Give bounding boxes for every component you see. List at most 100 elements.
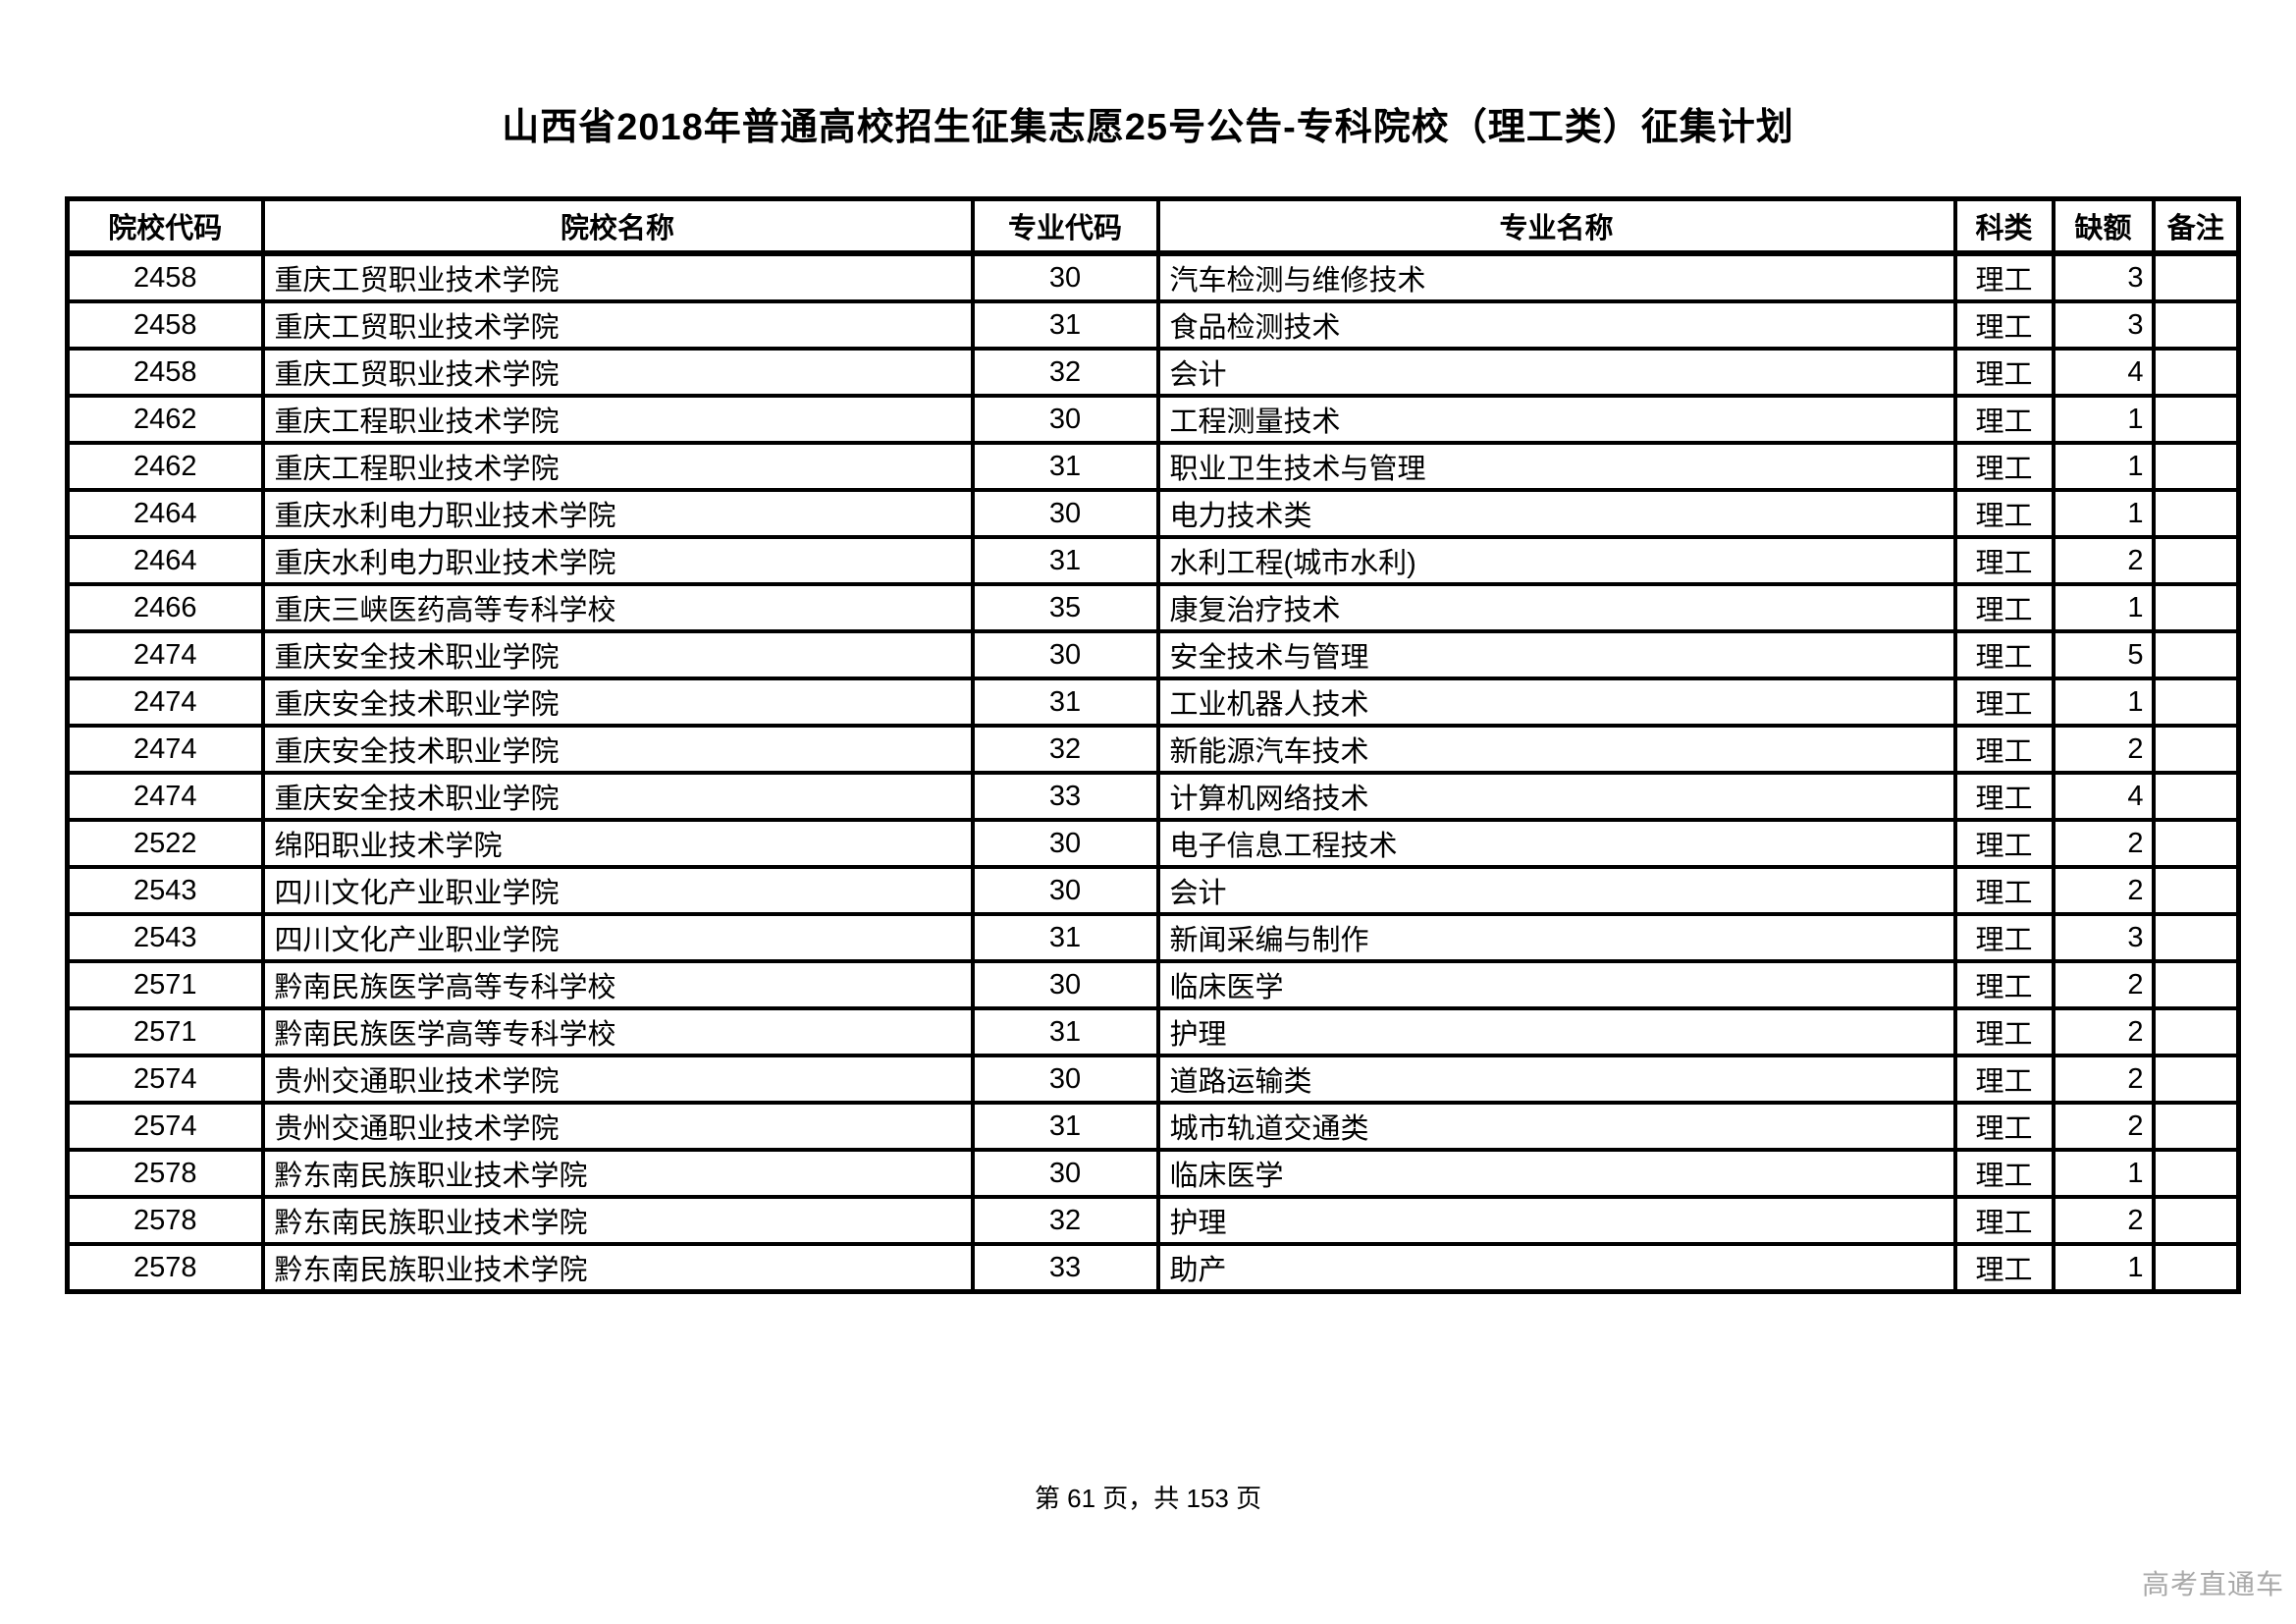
category-cell: 理工	[1952, 818, 2056, 869]
college-code-cell: 2571	[65, 1006, 265, 1057]
category-cell: 理工	[1952, 1195, 2056, 1246]
category-cell: 理工	[1952, 959, 2056, 1010]
major-code-cell: 31	[970, 535, 1160, 586]
major-name-cell: 康复治疗技术	[1155, 582, 1957, 633]
category-cell: 理工	[1952, 347, 2056, 398]
college-name-cell: 贵州交通职业技术学院	[260, 1101, 975, 1152]
college-name-cell: 重庆安全技术职业学院	[260, 677, 975, 728]
college-name-cell: 四川文化产业职业学院	[260, 865, 975, 916]
vacancy-cell: 4	[2051, 771, 2156, 822]
vacancy-cell: 1	[2051, 394, 2156, 445]
category-cell: 理工	[1952, 394, 2056, 445]
college-name-cell: 重庆工贸职业技术学院	[260, 299, 975, 351]
major-name-cell: 食品检测技术	[1155, 299, 1957, 351]
major-code-cell: 32	[970, 1195, 1160, 1246]
remarks-cell	[2151, 299, 2241, 351]
category-cell: 理工	[1952, 724, 2056, 775]
table-row: 2543 四川文化产业职业学院 30 会计 理工 2	[65, 865, 2241, 916]
college-code-cell: 2578	[65, 1148, 265, 1199]
major-code-cell: 31	[970, 441, 1160, 492]
category-cell: 理工	[1952, 629, 2056, 680]
vacancy-cell: 2	[2051, 1195, 2156, 1246]
vacancy-cell: 2	[2051, 1101, 2156, 1152]
category-cell: 理工	[1952, 771, 2056, 822]
college-code-cell: 2474	[65, 724, 265, 775]
college-name-cell: 重庆水利电力职业技术学院	[260, 488, 975, 539]
remarks-cell	[2151, 1101, 2241, 1152]
major-code-cell: 33	[970, 771, 1160, 822]
major-name-cell: 会计	[1155, 865, 1957, 916]
category-cell: 理工	[1952, 865, 2056, 916]
major-code-cell: 30	[970, 488, 1160, 539]
remarks-cell	[2151, 1006, 2241, 1057]
remarks-cell	[2151, 912, 2241, 963]
college-name-cell: 重庆工贸职业技术学院	[260, 347, 975, 398]
vacancy-cell: 1	[2051, 1148, 2156, 1199]
college-code-cell: 2462	[65, 394, 265, 445]
major-code-cell: 30	[970, 1054, 1160, 1105]
remarks-cell	[2151, 488, 2241, 539]
page-number: 第 61 页，共 153 页	[1034, 1484, 1262, 1513]
category-cell: 理工	[1952, 535, 2056, 586]
college-name-cell: 重庆水利电力职业技术学院	[260, 535, 975, 586]
remarks-cell	[2151, 629, 2241, 680]
major-name-cell: 工程测量技术	[1155, 394, 1957, 445]
category-cell: 理工	[1952, 1242, 2056, 1294]
college-name-cell: 黔南民族医学高等专科学校	[260, 959, 975, 1010]
vacancy-cell: 2	[2051, 724, 2156, 775]
vacancy-cell: 5	[2051, 629, 2156, 680]
vacancy-cell: 2	[2051, 959, 2156, 1010]
college-code-cell: 2466	[65, 582, 265, 633]
vacancy-cell: 2	[2051, 535, 2156, 586]
vacancy-cell: 3	[2051, 912, 2156, 963]
category-cell: 理工	[1952, 441, 2056, 492]
college-code-cell: 2578	[65, 1242, 265, 1294]
category-cell: 理工	[1952, 1006, 2056, 1057]
vacancy-cell: 2	[2051, 865, 2156, 916]
remarks-cell	[2151, 441, 2241, 492]
major-name-cell: 助产	[1155, 1242, 1957, 1294]
major-name-cell: 新闻采编与制作	[1155, 912, 1957, 963]
college-name-cell: 重庆工贸职业技术学院	[260, 251, 975, 303]
vacancy-cell: 1	[2051, 677, 2156, 728]
admission-plan-table: 院校代码 院校名称 专业代码 专业名称 科类 缺额 备注 2458 重庆工贸职业技…	[65, 196, 2241, 1294]
table-row: 2571 黔南民族医学高等专科学校 31 护理 理工 2	[65, 1006, 2241, 1057]
major-name-cell: 临床医学	[1155, 959, 1957, 1010]
major-name-cell: 安全技术与管理	[1155, 629, 1957, 680]
table-row: 2574 贵州交通职业技术学院 31 城市轨道交通类 理工 2	[65, 1101, 2241, 1152]
college-code-cell: 2474	[65, 771, 265, 822]
table-header: 院校代码 院校名称 专业代码 专业名称 科类 缺额 备注	[65, 196, 2241, 256]
college-code-cell: 2458	[65, 251, 265, 303]
major-code-cell: 30	[970, 818, 1160, 869]
col-header-vacancy: 缺额	[2051, 196, 2156, 256]
major-code-cell: 31	[970, 677, 1160, 728]
remarks-cell	[2151, 818, 2241, 869]
college-code-cell: 2474	[65, 629, 265, 680]
col-header-major-name: 专业名称	[1155, 196, 1957, 256]
page-title: 山西省2018年普通高校招生征集志愿25号公告-专科院校（理工类）征集计划	[502, 107, 1794, 148]
remarks-cell	[2151, 865, 2241, 916]
major-code-cell: 30	[970, 959, 1160, 1010]
watermark: 高考直通车	[2142, 1569, 2285, 1599]
major-name-cell: 水利工程(城市水利)	[1155, 535, 1957, 586]
vacancy-cell: 2	[2051, 1054, 2156, 1105]
college-code-cell: 2458	[65, 347, 265, 398]
table-row: 2574 贵州交通职业技术学院 30 道路运输类 理工 2	[65, 1054, 2241, 1105]
table-row: 2474 重庆安全技术职业学院 33 计算机网络技术 理工 4	[65, 771, 2241, 822]
major-code-cell: 30	[970, 251, 1160, 303]
major-code-cell: 31	[970, 1006, 1160, 1057]
major-name-cell: 新能源汽车技术	[1155, 724, 1957, 775]
vacancy-cell: 1	[2051, 582, 2156, 633]
remarks-cell	[2151, 1242, 2241, 1294]
vacancy-cell: 1	[2051, 1242, 2156, 1294]
college-code-cell: 2462	[65, 441, 265, 492]
vacancy-cell: 2	[2051, 818, 2156, 869]
college-name-cell: 重庆安全技术职业学院	[260, 629, 975, 680]
category-cell: 理工	[1952, 251, 2056, 303]
college-name-cell: 重庆安全技术职业学院	[260, 724, 975, 775]
table-row: 2578 黔东南民族职业技术学院 30 临床医学 理工 1	[65, 1148, 2241, 1199]
vacancy-cell: 2	[2051, 1006, 2156, 1057]
remarks-cell	[2151, 724, 2241, 775]
table-row: 2458 重庆工贸职业技术学院 32 会计 理工 4	[65, 347, 2241, 398]
college-code-cell: 2543	[65, 912, 265, 963]
